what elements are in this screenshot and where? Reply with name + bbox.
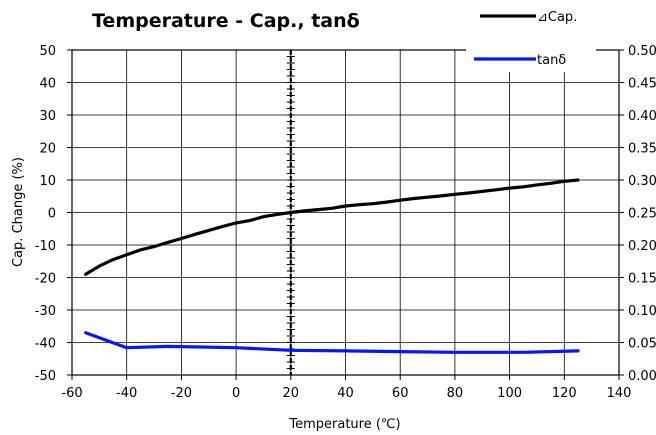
x-tick-label: -60 (61, 386, 82, 401)
y2-tick-label: 0.30 (628, 174, 656, 189)
x-axis-label: Temperature (℃) (288, 417, 400, 432)
y2-tick-label: 0.45 (628, 77, 656, 92)
x-tick-label: 60 (392, 386, 409, 401)
x-tick-label: 0 (232, 386, 240, 401)
legend-background (466, 40, 596, 72)
y-tick-label: -20 (35, 272, 56, 287)
y-axis-label: Cap. Change (%) (11, 157, 26, 267)
y-tick-label: 20 (39, 142, 56, 157)
y-tick-label: -50 (35, 369, 56, 384)
series-line-tand (84, 331, 580, 354)
x-tick-label: 80 (447, 386, 464, 401)
y-tick-label: 30 (39, 109, 56, 124)
x-tick-label: -20 (171, 386, 192, 401)
y2-tick-label: 0.40 (628, 109, 656, 124)
y2-axis-ticks: 0.00 0.05 0.10 0.15 0.20 0.25 0.30 0.35 0.40 0.45… (619, 44, 656, 384)
y-tick-label: -40 (35, 337, 56, 352)
y-tick-label: 50 (39, 44, 56, 59)
legend-label: tanδ (537, 53, 566, 68)
chart-legend: ⊿Cap. tanδ (466, 10, 596, 72)
chart-grid (72, 50, 619, 375)
y2-tick-label: 0.05 (628, 337, 656, 352)
x-tick-label: 120 (552, 386, 577, 401)
y-tick-label: 40 (39, 77, 56, 92)
y2-tick-label: 0.10 (628, 304, 656, 319)
y2-tick-label: 0.20 (628, 239, 656, 254)
y-tick-label: -10 (35, 239, 56, 254)
chart-title: Temperature - Cap., tanδ (92, 10, 360, 32)
x-axis-ticks: -60 -40 -20 0 20 40 60 80 100 120 140 (61, 375, 631, 401)
x-tick-label: 40 (337, 386, 354, 401)
y-tick-label: 0 (48, 207, 56, 222)
y2-tick-label: 0.50 (628, 44, 656, 59)
y2-tick-label: 0.00 (628, 369, 656, 384)
y-tick-label: 10 (39, 174, 56, 189)
y2-tick-label: 0.15 (628, 272, 656, 287)
y-tick-label: -30 (35, 304, 56, 319)
y2-tick-label: 0.35 (628, 142, 656, 157)
x-tick-label: -40 (116, 386, 137, 401)
x-tick-label: 100 (497, 386, 522, 401)
series-line-cap (84, 178, 580, 276)
x-tick-label: 140 (607, 386, 632, 401)
legend-label: ⊿Cap. (537, 10, 577, 25)
chart-series (84, 178, 580, 354)
x-tick-label: 20 (283, 386, 300, 401)
y-axis-ticks: -50 -40 -30 -20 -10 0 10 20 30 40 50 (35, 44, 72, 384)
y2-tick-label: 0.25 (628, 207, 656, 222)
